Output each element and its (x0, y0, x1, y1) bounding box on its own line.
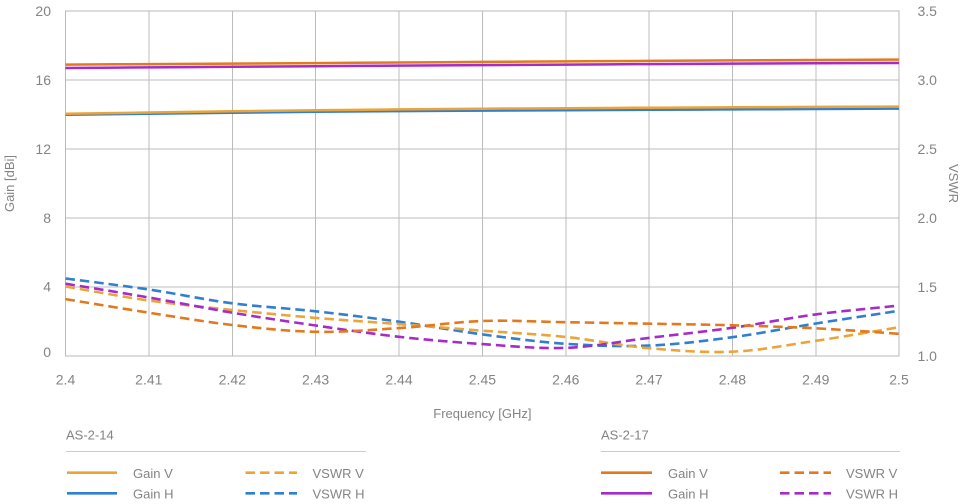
svg-text:VSWR: VSWR (946, 164, 961, 203)
svg-text:20: 20 (35, 3, 51, 19)
svg-text:2.46: 2.46 (552, 371, 579, 387)
svg-text:2.45: 2.45 (469, 371, 496, 387)
svg-text:Gain H: Gain H (668, 487, 708, 502)
svg-text:3.0: 3.0 (918, 72, 938, 88)
svg-text:VSWR H: VSWR H (313, 487, 365, 502)
svg-text:2.43: 2.43 (302, 371, 329, 387)
svg-text:2.48: 2.48 (719, 371, 746, 387)
svg-text:1.5: 1.5 (918, 279, 938, 295)
svg-text:AS-2-17: AS-2-17 (601, 428, 649, 443)
svg-text:VSWR H: VSWR H (846, 487, 898, 502)
svg-text:12: 12 (35, 141, 51, 157)
svg-text:2.47: 2.47 (635, 371, 662, 387)
svg-text:Gain V: Gain V (668, 466, 708, 481)
svg-text:Gain V: Gain V (133, 466, 173, 481)
svg-text:4: 4 (43, 278, 51, 294)
svg-text:AS-2-14: AS-2-14 (66, 428, 114, 443)
svg-text:2.4: 2.4 (56, 371, 76, 387)
svg-text:2.44: 2.44 (385, 371, 412, 387)
svg-text:2.5: 2.5 (918, 141, 938, 157)
svg-text:VSWR V: VSWR V (846, 466, 898, 481)
svg-text:1.0: 1.0 (918, 348, 938, 364)
svg-text:2.42: 2.42 (219, 371, 246, 387)
svg-text:2.0: 2.0 (918, 210, 938, 226)
svg-text:Frequency [GHz]: Frequency [GHz] (433, 406, 531, 421)
svg-text:3.5: 3.5 (918, 3, 938, 19)
svg-text:2.49: 2.49 (802, 371, 829, 387)
svg-text:2.41: 2.41 (135, 371, 162, 387)
svg-text:16: 16 (35, 72, 51, 88)
svg-text:8: 8 (43, 210, 51, 226)
svg-text:Gain [dBi]: Gain [dBi] (2, 155, 17, 212)
svg-text:VSWR V: VSWR V (313, 466, 365, 481)
svg-text:2.5: 2.5 (889, 371, 909, 387)
svg-text:0: 0 (43, 344, 51, 360)
svg-text:Gain H: Gain H (133, 487, 173, 502)
